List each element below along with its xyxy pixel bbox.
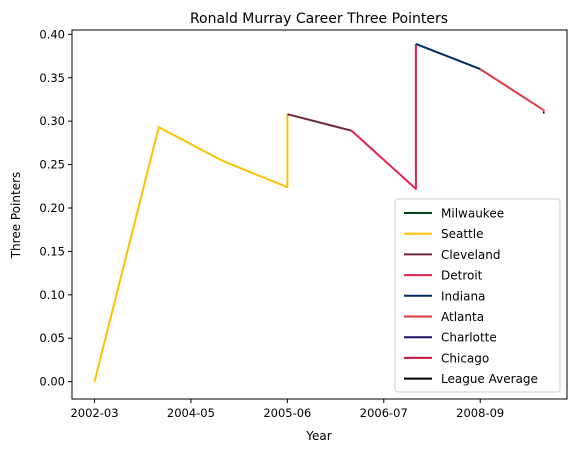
legend-label: Milwaukee xyxy=(441,207,504,221)
x-tick-label: 2002-03 xyxy=(70,406,118,420)
series-line-indiana xyxy=(415,42,481,71)
series-line-cleveland xyxy=(287,113,352,132)
axis-ticks: 0.00 0.05 0.10 0.15 0.20 0.25 0.30 0.35 0.40 2002… xyxy=(39,27,504,420)
series-lines xyxy=(93,42,546,382)
legend-label: Seattle xyxy=(441,227,483,241)
y-tick-label: 0.00 xyxy=(39,375,65,389)
x-tick-label: 2008-09 xyxy=(456,406,504,420)
legend-label: Cleveland xyxy=(441,248,501,262)
y-tick-label: 0.15 xyxy=(39,244,65,258)
y-tick-label: 0.25 xyxy=(39,158,65,172)
y-tick-label: 0.35 xyxy=(39,71,65,85)
series-line-atlanta xyxy=(479,68,546,112)
y-tick-label: 0.20 xyxy=(39,201,65,215)
x-tick-label: 2004-05 xyxy=(167,406,215,420)
legend-label: Detroit xyxy=(441,269,483,283)
y-tick-label: 0.40 xyxy=(39,27,65,41)
legend: Milwaukee Seattle Cleveland Detroit Indiana A… xyxy=(394,198,561,393)
legend-label: League Average xyxy=(441,372,538,386)
legend-label: Atlanta xyxy=(441,310,484,324)
x-tick-label: 2006-07 xyxy=(360,406,408,420)
legend-label: Chicago xyxy=(441,351,489,365)
legend-label: Indiana xyxy=(441,289,485,303)
legend-label: Charlotte xyxy=(441,331,497,345)
x-axis-label: Year xyxy=(305,429,331,443)
x-tick-label: 2005-06 xyxy=(263,406,311,420)
y-tick-label: 0.10 xyxy=(39,288,65,302)
legend-box xyxy=(394,198,561,393)
y-axis-label: Three Pointers xyxy=(9,172,23,260)
series-line-seattle xyxy=(93,114,289,382)
y-tick-label: 0.30 xyxy=(39,114,65,128)
series-line-detroit xyxy=(350,43,417,190)
y-tick-label: 0.05 xyxy=(39,331,65,345)
chart-title: Ronald Murray Career Three Pointers xyxy=(190,11,448,27)
plot-frame xyxy=(71,29,568,400)
